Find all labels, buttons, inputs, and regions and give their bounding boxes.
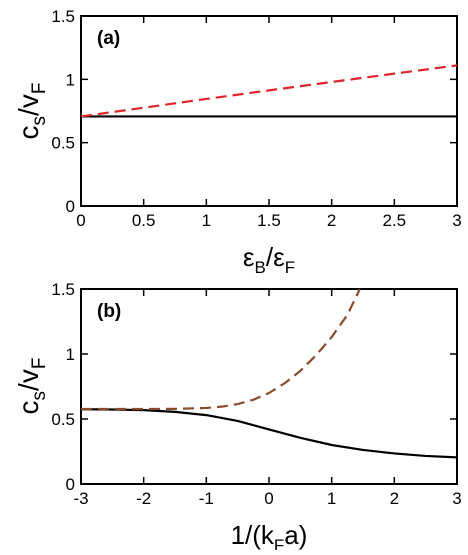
x-tick-label-b-3: 0 bbox=[264, 489, 273, 508]
y-tick-label-a-2: 1 bbox=[66, 70, 75, 89]
x-axis-label-b: 1/(kFa) bbox=[231, 520, 308, 550]
plot-frame-a bbox=[80, 15, 458, 207]
y-tick-label-b-1: 0.5 bbox=[51, 410, 75, 429]
x-tick-label-b-6: 3 bbox=[452, 489, 461, 508]
panel-label-a: (a) bbox=[97, 28, 120, 49]
x-tick-label-b-2: -1 bbox=[199, 489, 214, 508]
series-line-b-1 bbox=[81, 288, 361, 411]
ticks-b: -3 -2 -1 0 1 2 3 0 0.5 1 1.5 bbox=[51, 280, 461, 508]
panel-a: 0 0.5 1 1.5 2 2.5 3 0 0.5 1 1.5 (a) εB/εF cs/vF bbox=[13, 7, 462, 277]
x-tick-label-a-4: 2 bbox=[327, 211, 336, 230]
x-tick-label-b-1: -2 bbox=[136, 489, 151, 508]
series-line-b-0 bbox=[80, 408, 458, 459]
x-tick-label-a-2: 1 bbox=[202, 211, 211, 230]
y-axis-label-a: cs/vF bbox=[13, 83, 50, 140]
x-tick-label-b-5: 2 bbox=[390, 489, 399, 508]
y-tick-label-a-3: 1.5 bbox=[51, 7, 75, 26]
x-tick-label-a-0: 0 bbox=[76, 211, 85, 230]
x-tick-label-a-5: 2.5 bbox=[383, 211, 407, 230]
y-tick-label-b-3: 1.5 bbox=[51, 280, 75, 299]
x-tick-label-a-1: 0.5 bbox=[132, 211, 156, 230]
panel-b: -3 -2 -1 0 1 2 3 0 0.5 1 1.5 (b) 1/(kFa) cs/vF bbox=[13, 280, 462, 555]
x-tick-label-b-0: -3 bbox=[73, 489, 88, 508]
series-a bbox=[80, 64, 458, 118]
y-tick-label-a-1: 0.5 bbox=[51, 134, 75, 153]
panel-label-b: (b) bbox=[97, 301, 121, 322]
y-tick-label-b-0: 0 bbox=[66, 475, 75, 494]
series-b bbox=[80, 288, 458, 459]
ticks-a: 0 0.5 1 1.5 2 2.5 3 0 0.5 1 1.5 bbox=[51, 7, 461, 230]
y-axis-label-b: cs/vF bbox=[13, 358, 50, 415]
x-tick-label-a-6: 3 bbox=[452, 211, 461, 230]
series-line-a-1 bbox=[80, 64, 458, 118]
x-axis-label-a: εB/εF bbox=[243, 242, 295, 277]
x-tick-label-a-3: 1.5 bbox=[257, 211, 281, 230]
x-tick-label-b-4: 1 bbox=[327, 489, 336, 508]
y-tick-label-a-0: 0 bbox=[66, 197, 75, 216]
y-tick-label-b-2: 1 bbox=[66, 345, 75, 364]
